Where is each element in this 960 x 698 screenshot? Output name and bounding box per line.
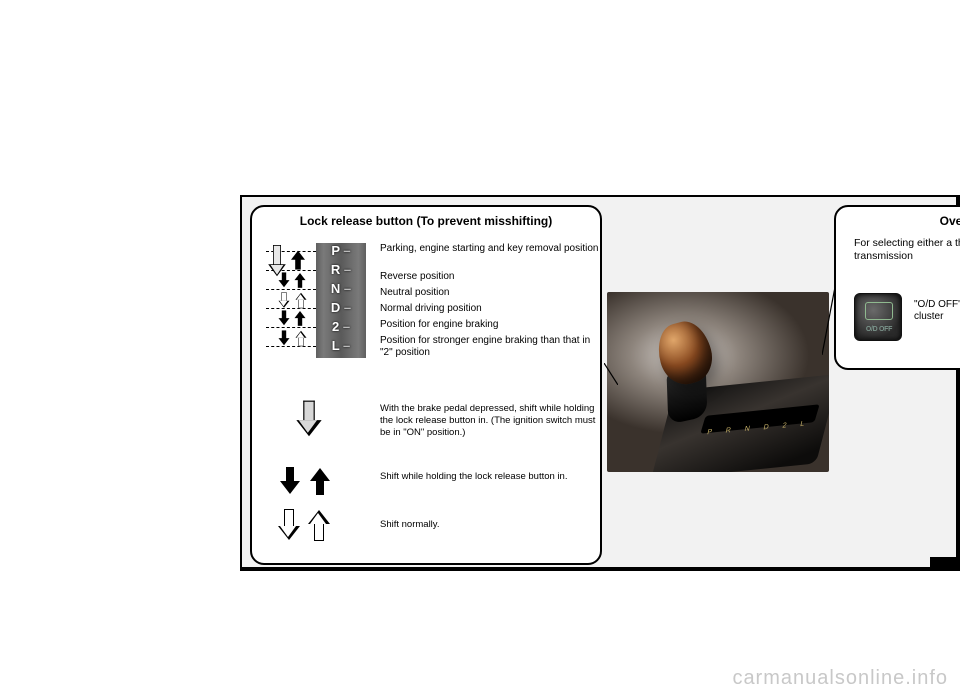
manual-figure: Lock release button (To prevent misshift…	[240, 195, 960, 571]
photo-shift-knob	[652, 316, 718, 389]
overdrive-title: Overdrive switch	[836, 207, 960, 228]
legend-text-2: Shift while holding the lock release but…	[380, 471, 600, 483]
arrow-solid-down-icon	[279, 272, 290, 290]
page: Lock release button (To prevent misshift…	[0, 0, 960, 698]
overdrive-desc: "O/D OFF" indicator light on the instrum…	[914, 299, 960, 323]
arrow-outline-down-icon	[298, 403, 320, 440]
watermark-text: carmanualsonline.info	[732, 667, 948, 690]
gear-desc-r: Reverse position	[380, 271, 454, 283]
gear-letter-r: R –	[322, 263, 360, 276]
arrow-solid-up-icon	[295, 272, 306, 290]
gear-desc-n: Neutral position	[380, 287, 449, 299]
gear-desc-l: Position for stronger engine braking tha…	[380, 335, 600, 359]
arrow-solid-down-icon	[279, 330, 290, 348]
arrow-outline-up-icon	[308, 509, 330, 546]
legend-text-1: With the brake pedal depressed, shift wh…	[380, 403, 600, 439]
gear-letter-p: P –	[322, 244, 360, 257]
gear-desc-p: Parking, engine starting and key removal…	[380, 243, 598, 255]
gear-arrow-column	[266, 243, 316, 358]
od-off-indicator-icon: O/D OFF	[854, 293, 902, 341]
arrow-solid-down-icon	[279, 310, 290, 328]
gear-letter-l: L –	[322, 339, 360, 352]
arrow-outline-down-icon	[279, 292, 290, 311]
od-chip-label: O/D OFF	[855, 326, 903, 334]
arrow-outline-up-icon	[296, 292, 307, 311]
lock-release-title: Lock release button (To prevent misshift…	[252, 207, 600, 228]
gear-letter-n: N –	[322, 282, 360, 295]
lock-release-panel: Lock release button (To prevent misshift…	[250, 205, 602, 565]
arrow-outline-up-icon	[296, 330, 307, 349]
gear-desc-2: Position for engine braking	[380, 319, 498, 331]
legend-text-3: Shift normally.	[380, 519, 600, 531]
callout-line-left	[604, 363, 618, 385]
gear-letter-2: 2 –	[322, 320, 360, 333]
overdrive-panel: Overdrive switch For selecting either a …	[834, 205, 960, 370]
gear-desc-d: Normal driving position	[380, 303, 482, 315]
gear-strip-graphic: P – R – N – D – 2 – L –	[266, 243, 366, 358]
arrow-outline-down-icon	[278, 509, 300, 546]
arrow-solid-up-icon	[291, 250, 305, 273]
gear-letter-d: D –	[322, 301, 360, 314]
shifter-photo: P R N D 2 L	[607, 292, 829, 472]
overdrive-subtitle: For selecting either a three–speed or fo…	[854, 237, 960, 263]
arrow-solid-down-icon	[280, 467, 300, 500]
page-corner-tab	[930, 557, 960, 571]
arrow-solid-up-icon	[295, 310, 306, 328]
arrow-solid-up-icon	[310, 467, 330, 500]
